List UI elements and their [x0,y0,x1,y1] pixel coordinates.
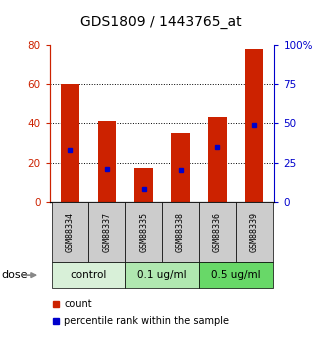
Bar [52,262,125,288]
Bar [236,202,273,262]
Bar [125,202,162,262]
Text: GSM88336: GSM88336 [213,212,222,252]
Text: GSM88339: GSM88339 [250,212,259,252]
Text: dose: dose [2,270,28,280]
Text: GSM88337: GSM88337 [102,212,111,252]
Bar [88,202,125,262]
Bar [199,202,236,262]
Bar [245,49,264,202]
Bar [98,121,116,202]
Bar [125,262,199,288]
Bar [162,202,199,262]
Bar [171,133,190,202]
Bar [52,202,88,262]
Text: 0.5 ug/ml: 0.5 ug/ml [211,270,261,280]
Text: count: count [64,299,92,308]
Bar [61,84,79,202]
Bar [134,168,153,202]
Text: GSM88335: GSM88335 [139,212,148,252]
Text: GDS1809 / 1443765_at: GDS1809 / 1443765_at [80,16,241,29]
Text: 0.1 ug/ml: 0.1 ug/ml [137,270,187,280]
Bar [199,262,273,288]
Text: control: control [70,270,107,280]
Text: GSM88334: GSM88334 [65,212,74,252]
Text: percentile rank within the sample: percentile rank within the sample [64,316,229,326]
Text: GSM88338: GSM88338 [176,212,185,252]
Bar [208,117,227,202]
